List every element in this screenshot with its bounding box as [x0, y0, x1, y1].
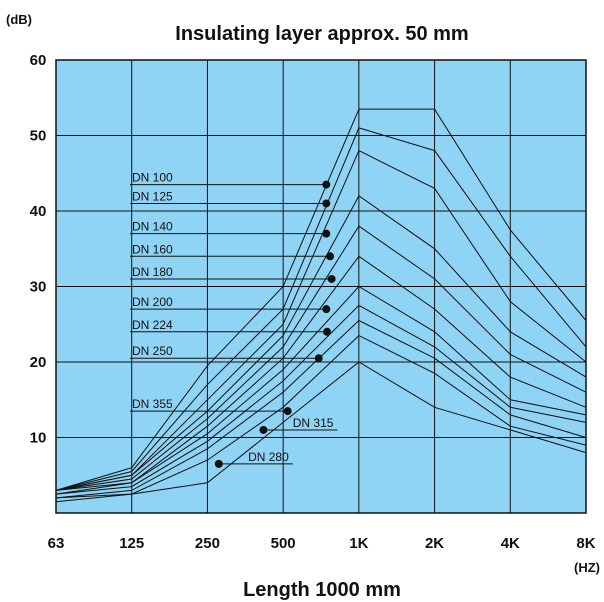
- series-label: DN 125: [132, 189, 173, 203]
- y-tick-label: 30: [30, 279, 47, 296]
- series-label: DN 200: [132, 295, 173, 309]
- x-tick-label: 2K: [425, 535, 444, 552]
- annotation-dot: [327, 274, 336, 283]
- annotation-dot: [322, 199, 331, 208]
- y-axis-ticks: 10 20 30 40 50 60: [30, 52, 47, 447]
- series-label: DN 180: [132, 265, 173, 279]
- y-tick-label: 50: [30, 128, 47, 145]
- x-tick-label: 125: [119, 535, 144, 552]
- x-axis-ticks: 63 125 250 500 1K 2K 4K 8K: [48, 535, 596, 552]
- series-line: [55, 127, 587, 491]
- series-line: [55, 108, 587, 491]
- series-line: [55, 285, 587, 495]
- annotation-dot: [259, 425, 268, 434]
- annotation-dot: [214, 459, 223, 468]
- series-line: [55, 149, 587, 491]
- series-line: [55, 195, 587, 491]
- series-label: DN 224: [132, 318, 173, 332]
- annotation-dot: [314, 354, 323, 363]
- annotation-dot: [323, 327, 332, 336]
- annotation-dot: [322, 229, 331, 238]
- series-line: [55, 304, 587, 495]
- series-label: DN 315: [293, 416, 334, 430]
- x-axis-title: Length 1000 mm: [243, 579, 401, 601]
- annotation-dot: [322, 305, 331, 314]
- y-tick-label: 10: [30, 430, 47, 447]
- x-tick-label: 1K: [349, 535, 368, 552]
- annotations: DN 100 DN 125 DN 140 DN 160 DN 180 DN 200 DN 2…: [130, 171, 338, 468]
- series-line: [55, 334, 587, 499]
- series-label: DN 140: [132, 220, 173, 234]
- y-axis-unit: (dB): [6, 12, 32, 27]
- x-tick-label: 500: [271, 535, 296, 552]
- x-tick-label: 250: [195, 535, 220, 552]
- series-line: [55, 361, 587, 503]
- series-lines: [55, 108, 587, 503]
- x-tick-label: 63: [48, 535, 65, 552]
- x-tick-label: 8K: [576, 535, 595, 552]
- series-label: DN 250: [132, 344, 173, 358]
- chart-title: Insulating layer approx. 50 mm: [175, 23, 468, 45]
- x-axis-unit: (HZ): [574, 560, 600, 575]
- y-tick-label: 60: [30, 52, 47, 69]
- x-tick-label: 4K: [501, 535, 520, 552]
- series-line: [55, 255, 587, 491]
- annotation-dot: [326, 252, 335, 261]
- series-line: [55, 225, 587, 491]
- series-label: DN 100: [132, 171, 173, 185]
- series-label: DN 280: [248, 450, 289, 464]
- annotation-dot: [322, 180, 331, 189]
- annotation-dot: [283, 407, 292, 416]
- y-tick-label: 20: [30, 354, 47, 371]
- series-label: DN 355: [132, 397, 173, 411]
- series-label: DN 160: [132, 242, 173, 256]
- y-tick-label: 40: [30, 203, 47, 220]
